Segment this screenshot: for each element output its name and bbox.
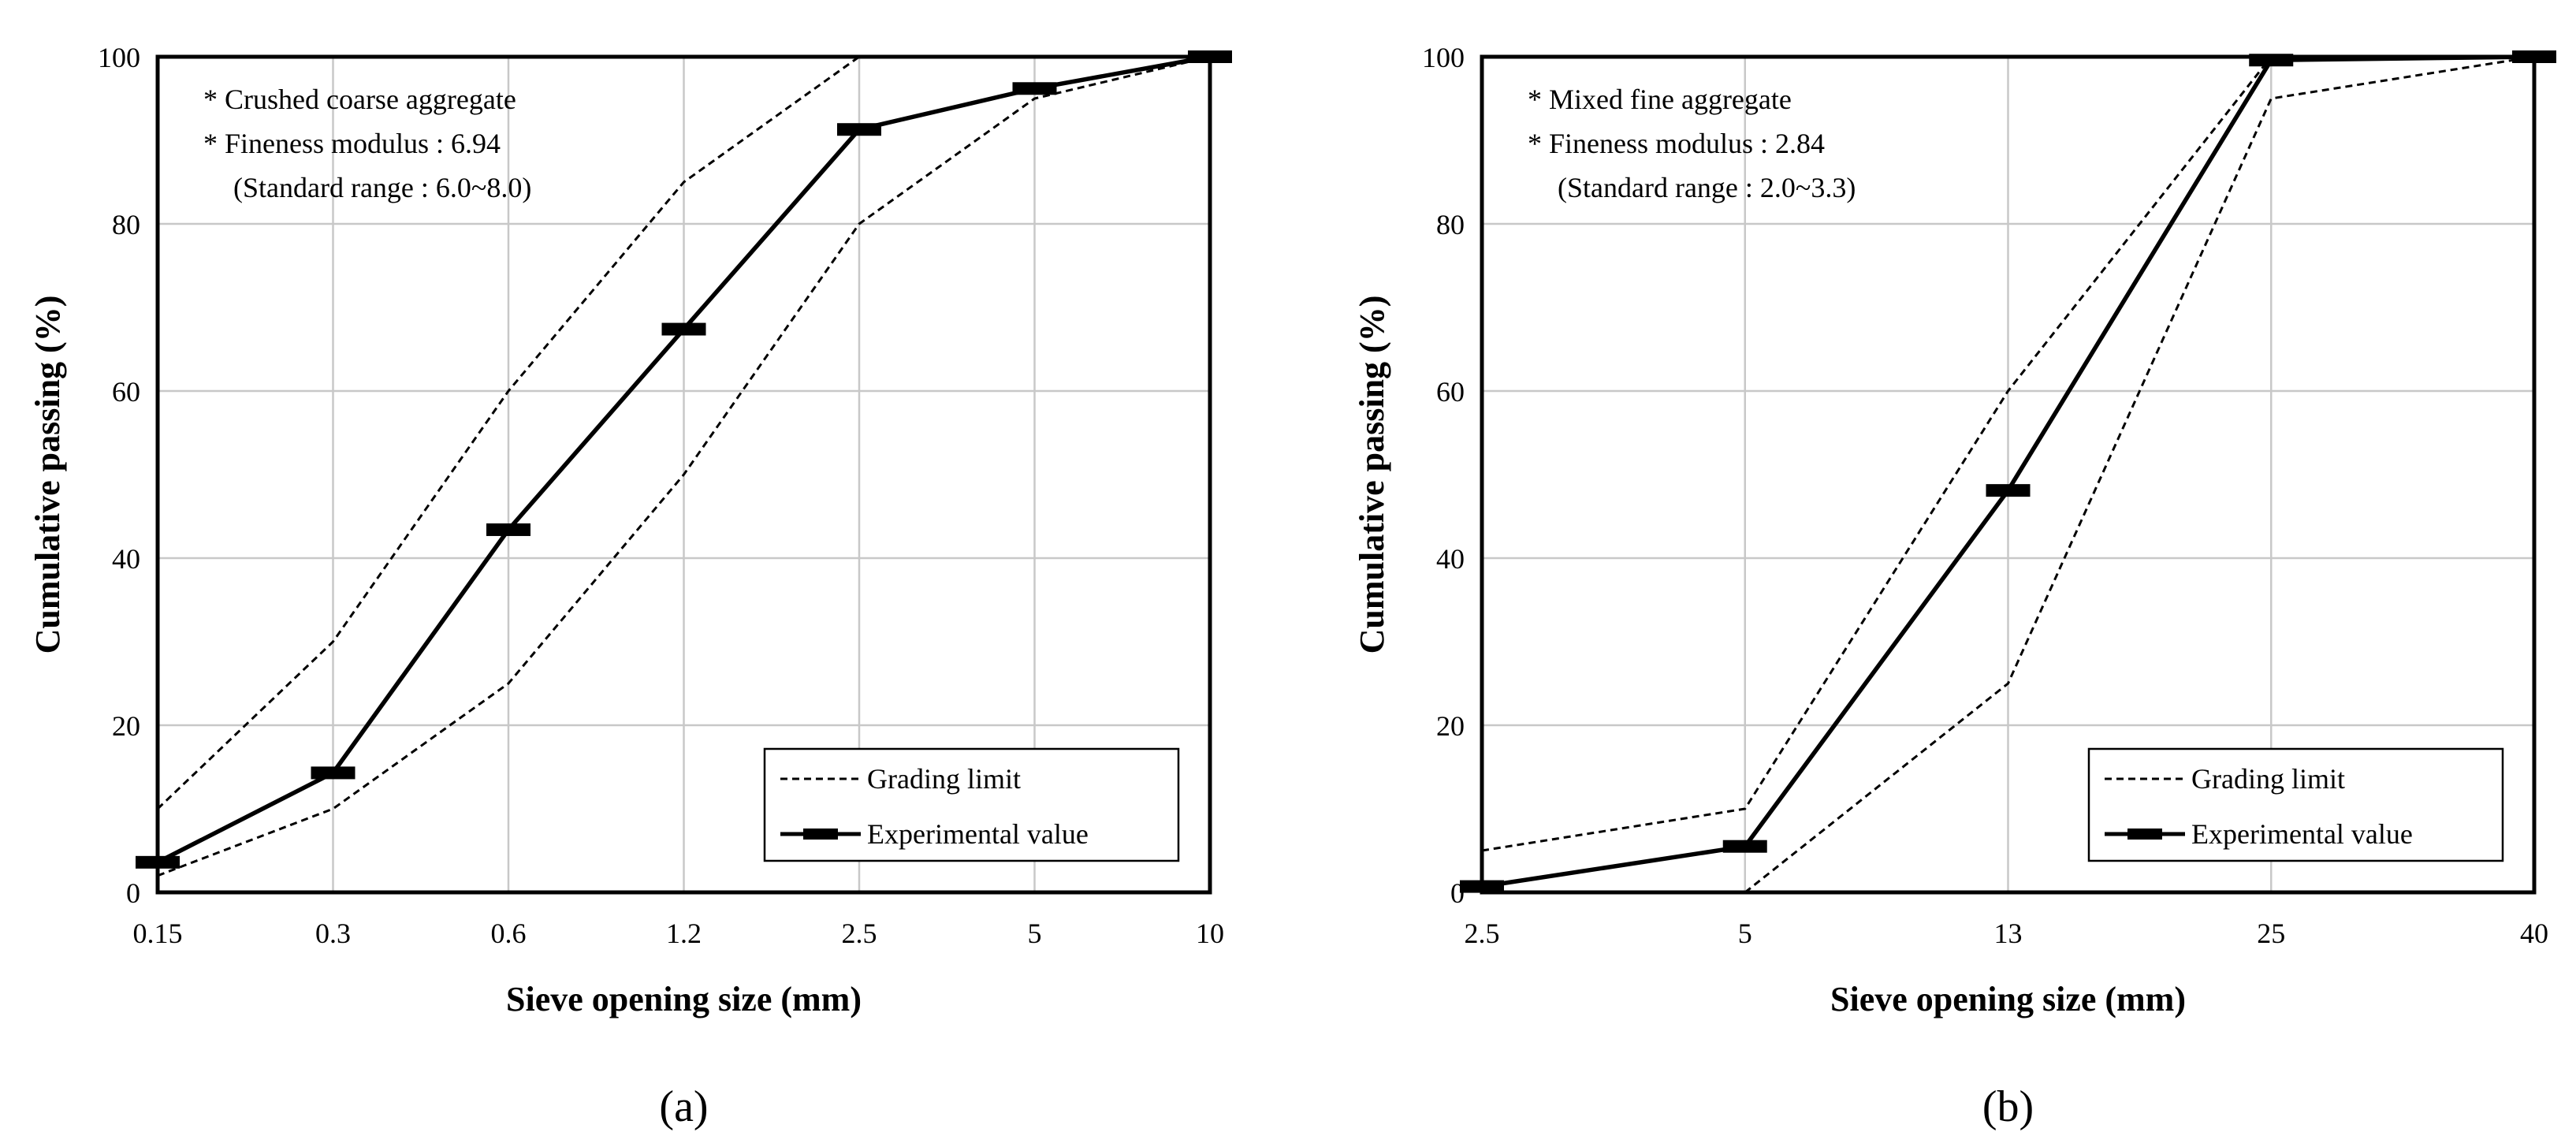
annotation-line-1: * Mixed fine aggregate	[1528, 84, 1792, 115]
y-tick-label: 40	[112, 543, 140, 575]
y-tick-labels: 0 20 40 60 80 100	[98, 42, 140, 909]
grading-limit-upper-line	[1481, 55, 2534, 852]
y-tick-label: 0	[1450, 877, 1465, 909]
y-axis-label: Cumulative passing (%)	[28, 296, 67, 654]
y-tick-label: 20	[1436, 710, 1465, 742]
x-tick-label: 13	[1994, 918, 2023, 949]
y-tick-label: 80	[1436, 209, 1465, 240]
experimental-value-point	[1722, 840, 1767, 853]
annotation-line-2: * Fineness modulus : 6.94	[203, 128, 501, 159]
legend-label-grading-limit: Grading limit	[2191, 763, 2345, 795]
x-tick-label: 5	[1028, 918, 1042, 949]
legend: Grading limit Experimental value	[2087, 747, 2504, 862]
experimental-value-point	[1986, 484, 2031, 497]
y-tick-label: 20	[112, 710, 140, 742]
grading-limit-lower-line	[157, 55, 1211, 877]
annotation-line-3: (Standard range : 6.0~8.0)	[233, 172, 531, 203]
x-tick-label: 0.15	[133, 918, 183, 949]
legend-box	[2087, 747, 2504, 862]
grid-lines	[1482, 57, 2534, 892]
experimental-value-point	[661, 322, 706, 336]
plot-frame	[1480, 54, 2537, 895]
x-tick-labels: 0.15 0.3 0.6 1.2 2.5 5 10	[133, 918, 1225, 949]
grading-limit-lower-line	[1744, 55, 2535, 894]
experimental-value-point	[486, 523, 530, 536]
y-axis-label: Cumulative passing (%)	[1353, 296, 1391, 654]
x-tick-label: 5	[1738, 918, 1752, 949]
experimental-value-point	[837, 123, 881, 136]
experimental-value-point	[311, 766, 356, 780]
legend-box	[763, 747, 1180, 862]
y-tick-labels: 0 20 40 60 80 100	[1422, 42, 1465, 909]
x-tick-label: 40	[2520, 918, 2548, 949]
chart-panel-b: 0 20 40 60 80 100 2.5 5 13 25 40 Sieve opening si…	[1353, 42, 2556, 1131]
y-tick-label: 40	[1436, 543, 1465, 575]
y-tick-label: 80	[112, 209, 140, 240]
panel-label: (a)	[659, 1082, 708, 1131]
legend-label-experimental-value: Experimental value	[867, 818, 1089, 850]
experimental-value-point	[1012, 82, 1057, 95]
x-axis-label: Sieve opening size (mm)	[1830, 980, 2186, 1018]
x-tick-label: 10	[1196, 918, 1224, 949]
y-tick-label: 0	[126, 877, 140, 909]
x-axis-label: Sieve opening size (mm)	[506, 980, 862, 1018]
x-tick-label: 0.6	[491, 918, 527, 949]
x-tick-label: 1.2	[666, 918, 702, 949]
y-tick-label: 60	[112, 376, 140, 408]
y-tick-label: 60	[1436, 376, 1465, 408]
x-tick-label: 0.3	[315, 918, 351, 949]
y-tick-label: 100	[98, 42, 140, 73]
annotation-line-2: * Fineness modulus : 2.84	[1528, 128, 1825, 159]
legend-marker	[803, 829, 838, 840]
x-tick-label: 25	[2257, 918, 2285, 949]
y-tick-label: 100	[1422, 42, 1465, 73]
chart-panel-a: 0 20 40 60 80 100 0.15 0.3 0.6 1.2 2.5 5 10 Sieve o…	[28, 42, 1232, 1131]
x-tick-label: 2.5	[842, 918, 877, 949]
annotation-line-1: * Crushed coarse aggregate	[203, 84, 516, 115]
x-tick-label: 2.5	[1465, 918, 1500, 949]
plot-frame	[155, 54, 1212, 895]
panel-label: (b)	[1982, 1082, 2034, 1131]
legend-marker	[2127, 829, 2162, 840]
legend-label-grading-limit: Grading limit	[867, 763, 1021, 795]
legend: Grading limit Experimental value	[763, 747, 1180, 862]
legend-label-experimental-value: Experimental value	[2191, 818, 2413, 850]
x-tick-labels: 2.5 5 13 25 40	[1465, 918, 2549, 949]
annotation-line-3: (Standard range : 2.0~3.3)	[1558, 172, 1856, 203]
